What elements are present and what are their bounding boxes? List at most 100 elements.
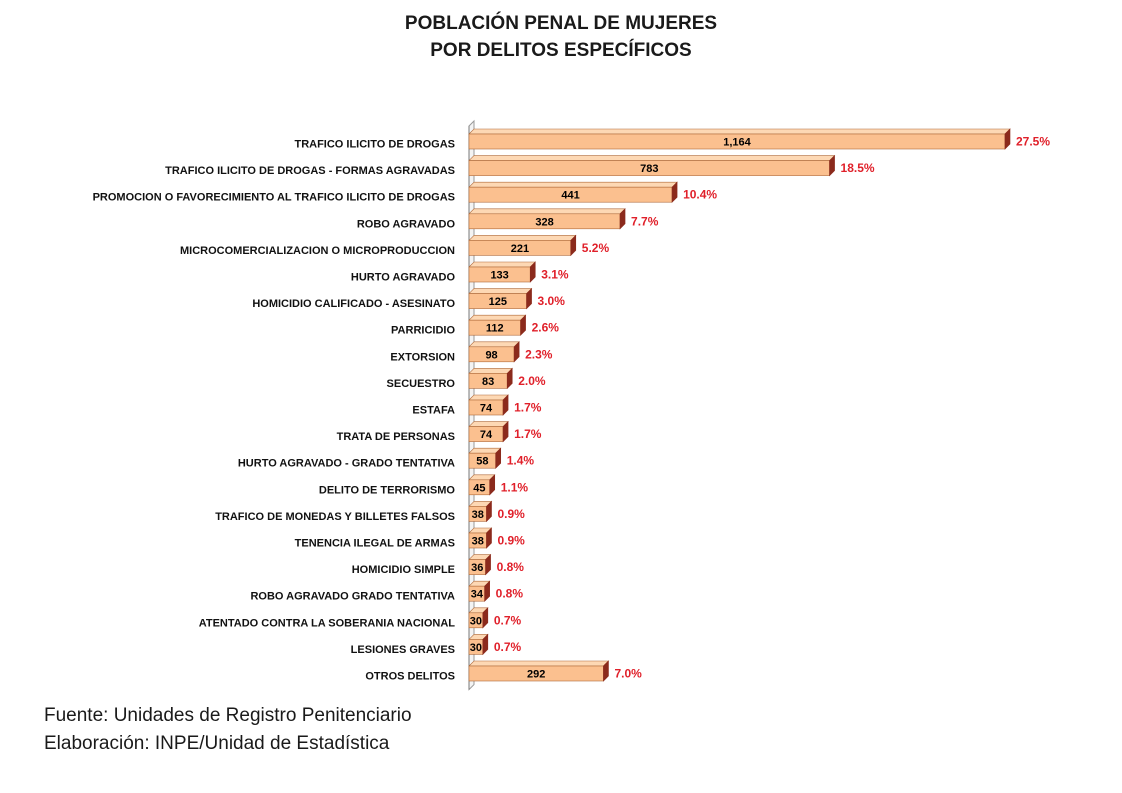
value-label: 30 xyxy=(470,615,482,627)
bar-side xyxy=(1004,128,1011,150)
category-label: TRATA DE PERSONAS xyxy=(337,431,455,443)
bar-top xyxy=(468,660,610,667)
bar-group xyxy=(468,553,492,576)
bar-top xyxy=(468,155,836,161)
value-label: 38 xyxy=(472,509,484,521)
bar-group xyxy=(468,341,520,363)
percent-label: 0.7% xyxy=(494,640,522,654)
bar-top xyxy=(468,208,626,215)
bar-top xyxy=(468,447,502,454)
category-label: HURTO AGRAVADO - GRADO TENTATIVA xyxy=(238,458,455,470)
bar-group xyxy=(468,287,533,310)
bar-group xyxy=(468,234,577,257)
percent-label: 18.5% xyxy=(841,161,875,175)
percent-label: 1.7% xyxy=(514,401,542,415)
category-label: TRAFICO DE MONEDAS Y BILLETES FALSOS xyxy=(215,511,455,523)
category-label: ROBO AGRAVADO xyxy=(357,218,456,230)
bar-top xyxy=(468,341,520,348)
percent-label: 1.4% xyxy=(507,454,535,468)
category-labels: TRAFICO ILICITO DE DROGAS TRAFICO ILICITO… xyxy=(93,139,456,683)
bar-side xyxy=(603,660,609,682)
value-label: 74 xyxy=(480,429,493,441)
category-label: ESTAFA xyxy=(412,405,455,417)
bar-group xyxy=(468,367,513,390)
value-label: 783 xyxy=(640,163,658,175)
bar-side xyxy=(484,580,490,602)
value-label: 74 xyxy=(480,403,493,415)
percent-label: 1.7% xyxy=(514,427,542,441)
bar-side xyxy=(486,527,492,549)
percent-label: 1.1% xyxy=(501,480,529,494)
value-label: 58 xyxy=(476,456,488,468)
value-label: 221 xyxy=(511,243,529,255)
bar-group xyxy=(468,154,836,177)
category-label: ATENTADO CONTRA LA SOBERANIA NACIONAL xyxy=(199,617,456,629)
bar-side xyxy=(513,341,520,363)
bar-group xyxy=(468,660,610,682)
bar-group xyxy=(468,447,502,469)
bar-group xyxy=(468,474,496,496)
bar-side xyxy=(482,607,489,629)
bar-group xyxy=(468,500,493,523)
percent-label: 5.2% xyxy=(582,241,610,255)
chart-title: POBLACIÓN PENAL DE MUJERES POR DELITOS E… xyxy=(0,10,1122,64)
bar-group xyxy=(468,128,1011,150)
bar-group xyxy=(468,261,536,283)
category-label: HOMICIDIO SIMPLE xyxy=(352,564,455,576)
bar-side xyxy=(520,314,526,336)
bar-side xyxy=(671,181,678,203)
bar-group xyxy=(468,181,678,203)
bar-top xyxy=(468,288,533,294)
value-label: 112 xyxy=(486,323,504,335)
bars: 1,164 27.5% 783 18.5% 441 10.4% 328 7.7% 221 5.2%… xyxy=(468,128,1050,682)
value-label: 98 xyxy=(485,349,497,361)
percent-label: 3.0% xyxy=(538,294,566,308)
chart-title-line-1: POBLACIÓN PENAL DE MUJERES xyxy=(404,13,718,34)
bar-chart: TRAFICO ILICITO DE DROGAS TRAFICO ILICITO… xyxy=(93,119,1050,691)
bar-group xyxy=(468,208,626,230)
bar-group xyxy=(468,607,489,629)
bar-side xyxy=(529,261,536,283)
value-label: 30 xyxy=(470,642,482,654)
bar-group xyxy=(468,394,509,416)
category-label: MICROCOMERCIALIZACION O MICROPRODUCCION xyxy=(180,245,455,257)
bar-side xyxy=(619,208,626,230)
chart-title-line-2: POR DELITOS ESPECÍFICOS xyxy=(430,40,692,61)
value-label: 83 xyxy=(482,376,494,388)
category-label: EXTORSION xyxy=(390,351,455,363)
percent-label: 7.0% xyxy=(614,667,642,681)
bar-group xyxy=(468,314,527,336)
footer: Fuente: Unidades de Registro Penitenciar… xyxy=(44,702,412,758)
value-label: 125 xyxy=(489,296,507,308)
percent-label: 7.7% xyxy=(631,214,659,228)
percent-label: 0.8% xyxy=(496,587,524,601)
percent-label: 2.3% xyxy=(525,347,553,361)
value-label: 34 xyxy=(471,589,484,601)
percent-label: 10.4% xyxy=(683,188,717,202)
bar-side xyxy=(506,367,513,390)
source-note: Fuente: Unidades de Registro Penitenciar… xyxy=(44,705,412,726)
category-label: TRAFICO ILICITO DE DROGAS xyxy=(294,139,455,151)
category-label: HURTO AGRAVADO xyxy=(351,272,456,284)
category-label: OTROS DELITOS xyxy=(365,671,455,683)
bar-top xyxy=(468,394,509,401)
category-label: PARRICIDIO xyxy=(391,325,455,337)
bar-side xyxy=(502,420,509,443)
bar-side xyxy=(570,234,577,257)
bar-top xyxy=(468,368,513,374)
percent-label: 2.0% xyxy=(518,374,546,388)
bar-top xyxy=(468,181,678,188)
category-label: SECUESTRO xyxy=(387,378,456,390)
bar-group xyxy=(468,420,509,443)
category-label: PROMOCION O FAVORECIMIENTO AL TRAFICO IL… xyxy=(93,192,455,204)
bar-group xyxy=(468,633,489,656)
bar-side xyxy=(489,474,496,496)
value-label: 36 xyxy=(471,562,483,574)
bar-top xyxy=(468,261,536,268)
bar-top xyxy=(468,128,1011,135)
credit-note: Elaboración: INPE/Unidad de Estadística xyxy=(44,733,390,754)
bar-side xyxy=(829,154,835,177)
category-label: TRAFICO ILICITO DE DROGAS - FORMAS AGRAV… xyxy=(165,165,455,177)
bar-top xyxy=(468,235,577,241)
value-label: 1,164 xyxy=(723,137,751,149)
